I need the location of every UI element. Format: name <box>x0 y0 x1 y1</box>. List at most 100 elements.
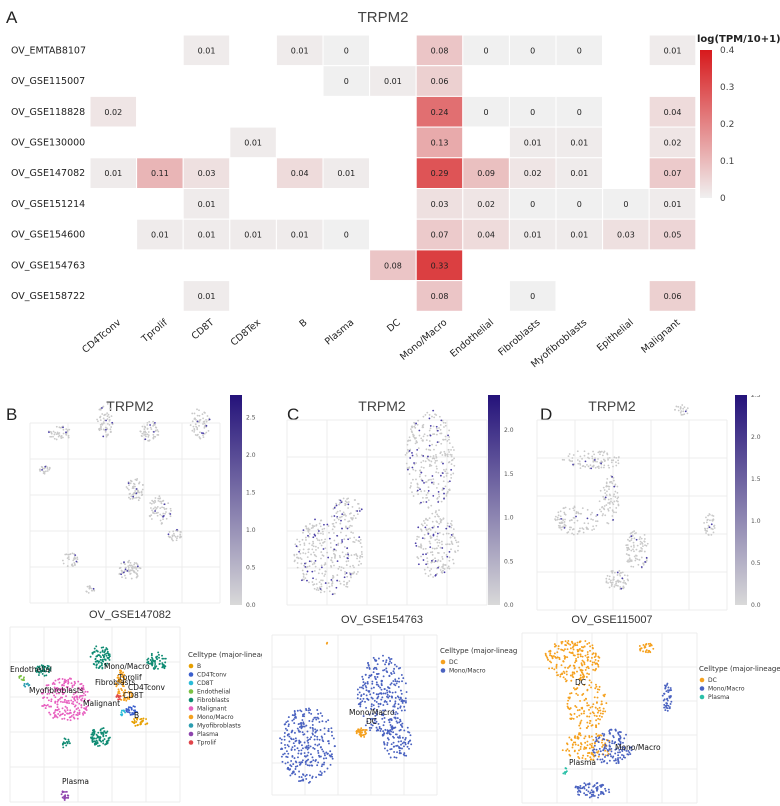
umap-celltype-point <box>49 667 52 669</box>
umap-celltype-point <box>575 660 578 662</box>
umap-point <box>46 466 49 469</box>
umap-celltype-point <box>380 698 383 701</box>
umap-celltype-point <box>291 772 293 775</box>
umap-celltype-point <box>584 757 587 760</box>
umap-celltype-point <box>579 647 581 650</box>
umap-point <box>172 530 175 533</box>
umap-point <box>605 581 608 584</box>
umap-point <box>440 432 443 435</box>
umap-point <box>154 426 157 429</box>
umap-celltype-point <box>43 665 46 668</box>
umap-legend-swatch <box>440 668 446 673</box>
umap-point <box>312 545 315 548</box>
umap-celltype-point <box>360 686 363 689</box>
umap-celltype-point <box>150 652 153 655</box>
umap-celltype-point <box>582 692 585 695</box>
umap-point <box>143 434 146 436</box>
umap-celltype-point <box>589 758 592 761</box>
umap-celltype-point <box>42 697 45 699</box>
heatmap-cell <box>136 65 184 97</box>
umap-expr-point <box>341 513 344 516</box>
umap-expr-point <box>436 441 439 443</box>
umap-point <box>134 565 136 568</box>
umap-celltype-point <box>305 724 308 727</box>
umap-point <box>301 538 304 541</box>
umap-celltype-point <box>86 699 89 702</box>
umap-celltype-point <box>311 776 314 779</box>
umap-celltype-point <box>310 736 313 739</box>
umap-panel-b: TRPM20.00.51.01.52.02.5OV_GSE147082Endot… <box>9 395 262 803</box>
heatmap-value-label: 0.06 <box>664 292 682 301</box>
umap-point <box>152 507 155 510</box>
umap-point <box>313 570 316 572</box>
umap-point <box>612 576 615 579</box>
umap-celltype-point <box>280 755 283 758</box>
umap-celltype-point <box>589 756 592 759</box>
umap-point <box>123 570 126 572</box>
umap-celltype-point <box>608 741 611 744</box>
umap-point <box>428 569 431 572</box>
umap-celltype-point <box>644 651 647 654</box>
umap-point <box>576 519 579 522</box>
umap-expr-point <box>347 553 349 556</box>
umap-celltype-point <box>562 676 565 679</box>
umap-point <box>352 532 354 534</box>
umap-point <box>90 587 93 590</box>
umap-celltype-point <box>97 731 100 734</box>
umap-point <box>591 455 594 458</box>
umap-point <box>704 528 707 530</box>
heatmap-cell <box>229 65 277 97</box>
panel-letter-a: A <box>6 8 18 27</box>
heatmap-value-label: 0 <box>577 108 582 117</box>
umap-point <box>439 569 442 571</box>
umap-celltype-point <box>600 741 603 744</box>
umap-point <box>436 538 438 541</box>
heatmap-column-label: DC <box>385 317 403 335</box>
umap-celltype-point <box>387 656 390 659</box>
umap-point <box>422 435 425 438</box>
heatmap-cell <box>229 34 277 67</box>
umap-point <box>296 566 299 569</box>
umap-point <box>602 458 605 461</box>
umap-celltype-point <box>548 667 551 670</box>
umap-celltype-point <box>65 686 68 689</box>
umap-celltype-point <box>601 712 604 715</box>
umap-celltype-point <box>94 741 97 744</box>
umap-celltype-point <box>596 782 599 784</box>
umap-celltype-point <box>572 741 575 744</box>
umap-point <box>413 463 416 466</box>
umap-celltype-point <box>591 644 594 647</box>
umap-point <box>679 407 682 410</box>
umap-point <box>638 558 641 561</box>
umap-point <box>312 526 314 529</box>
umap-expr-point <box>358 510 361 512</box>
umap-point <box>311 548 314 551</box>
umap-celltype-point <box>67 738 70 741</box>
umap-celltype-point <box>560 664 563 667</box>
umap-celltype-point <box>323 733 326 735</box>
umap-point <box>406 443 409 446</box>
umap-point <box>191 420 194 423</box>
umap-celltype-point <box>128 696 131 699</box>
umap-point <box>636 558 639 561</box>
umap-celltype-point <box>99 665 102 668</box>
umap-expr-point <box>450 468 453 471</box>
umap-celltype-point <box>28 684 31 686</box>
umap-celltype-point <box>391 695 393 698</box>
umap-panel-d: TRPM20.00.51.01.52.02.5OV_GSE115007DCPla… <box>521 395 780 804</box>
umap-point <box>315 548 317 551</box>
umap-celltype-point <box>287 716 290 719</box>
umap-point <box>296 562 299 564</box>
umap-celltype-point <box>594 658 597 661</box>
umap-celltype-point <box>404 741 407 744</box>
umap-point <box>161 522 163 525</box>
umap-point <box>416 556 419 558</box>
umap-celltype-point <box>389 756 392 759</box>
umap-celltype-point <box>99 736 102 739</box>
umap-celltype-point <box>639 649 642 652</box>
umap-celltype-point <box>643 645 646 648</box>
umap-point <box>617 462 620 465</box>
umap-point <box>605 580 608 583</box>
umap-point <box>305 525 307 527</box>
umap-celltype-point <box>619 742 622 745</box>
